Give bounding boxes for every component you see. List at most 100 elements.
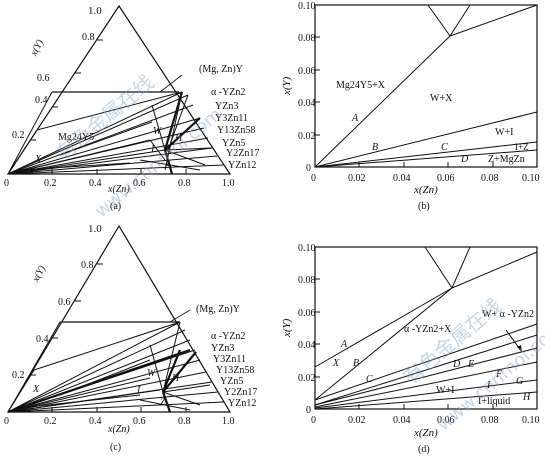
left-tick-0.6-c: 0.6: [58, 297, 71, 308]
line-label-f-d: F: [495, 369, 503, 380]
y-tick-0.02-d: 0.02: [298, 373, 316, 384]
region-i-liquid-d: I+liquid: [478, 396, 510, 407]
bottom-tick-0.2-c: 0.2: [44, 416, 57, 427]
panel-a: 1.0 x(Y) 0.6 0.4 0.2 0.8 0 0.2 0.4 0.6 0…: [4, 4, 259, 212]
bottom-tick-0.6-c: 0.6: [133, 416, 146, 427]
phase-label-i-a: I: [150, 144, 155, 155]
phase-label-y13zn58-c: Y13Zn58: [216, 365, 254, 376]
phase-label-y2zn17-a: Y2Zn17: [226, 148, 259, 159]
line-label-e-d: E: [467, 359, 474, 370]
y-tick-0.04-b: 0.04: [298, 98, 316, 109]
y-tick-0.06-d: 0.06: [298, 308, 316, 319]
x-tick-0-d: 0: [311, 415, 316, 426]
bottom-tick-0.4-c: 0.4: [89, 416, 102, 427]
phase-boundaries-a: [163, 91, 201, 175]
line-label-a-b: A: [351, 113, 359, 124]
plot-frame-b: [314, 4, 538, 168]
y-axis-label-d: x(Y): [281, 318, 293, 338]
phase-label-y13zn58-a: Y13Zn58: [217, 125, 255, 136]
phase-label-yzn2-c: α -YZn2: [211, 331, 245, 342]
phase-label-yzn3-a: YZn3: [215, 101, 238, 112]
x-tick-0.10-d: 0.10: [522, 415, 540, 426]
phase-label-mgzny-c: (Mg, Zn)Y: [196, 304, 240, 315]
phase-label-z-c: Z: [160, 397, 166, 407]
panel-c: 1.0 x(Y) 0.4 0.2 0.6 0.8 0 0.2 0.4 0.6 0…: [4, 223, 257, 453]
x-tick-0-b: 0: [311, 173, 316, 184]
y-tick-0.08-b: 0.08: [298, 33, 316, 44]
bottom-tick-0.4-a: 0.4: [89, 178, 102, 189]
left-tick-0.2-a: 0.2: [12, 130, 25, 141]
bottom-tick-0.8-a: 0.8: [178, 178, 191, 189]
phase-label-h-a: H: [174, 133, 183, 144]
region-w-x-b: W+X: [430, 93, 453, 104]
boundary-lines-d: [314, 246, 538, 410]
y-tick-0-b: 0: [306, 163, 311, 174]
bottom-tick-0.6-a: 0.6: [133, 178, 146, 189]
x-tick-0.08-b: 0.08: [481, 173, 499, 184]
phase-label-yzn12-a: YZn12: [228, 160, 256, 171]
line-label-x-d: X: [332, 358, 340, 369]
region-mg24y5-x-b: Mg24Y5+X: [336, 80, 386, 91]
region-yzn2-x-d: α -YZn2+X: [404, 324, 452, 335]
region-i-z-b: I+Z: [515, 142, 529, 152]
phase-label-y3zn11-a: Y3Zn11: [215, 113, 248, 124]
x-tick-0.06-d: 0.06: [437, 415, 455, 426]
phase-label-yzn5-c: YZn5: [220, 376, 243, 387]
apex-label-a: 1.0: [88, 5, 102, 17]
ticks-b: [315, 36, 494, 167]
phase-label-w-c: W: [147, 368, 157, 379]
region-w-i-d: W+I: [436, 385, 454, 396]
x-tick-0.02-b: 0.02: [348, 173, 366, 184]
plot-frame-d: [314, 246, 538, 410]
region-z-mgzn-b: Z+MgZn: [488, 154, 525, 165]
region-w-yzn2-d: W+ α -YZn2: [482, 309, 534, 320]
bottom-tick-0.8-c: 0.8: [178, 416, 191, 427]
y-tick-0.08-d: 0.08: [298, 275, 316, 286]
caption-c: (c): [110, 442, 121, 453]
phase-boundaries-c: [7, 348, 197, 414]
phase-label-i-c: I: [136, 385, 141, 396]
bottom-tick-0.2-a: 0.2: [44, 178, 57, 189]
y-tick-0.02-b: 0.02: [298, 131, 316, 142]
x-tick-0.06-b: 0.06: [437, 173, 455, 184]
apex-label-c: 1.0: [88, 223, 102, 235]
bottom-tick-1.0-c: 1.0: [222, 416, 235, 427]
phase-label-z-a: Z: [166, 158, 172, 168]
line-label-b-b: B: [372, 142, 378, 153]
region-w-i-b: W+I: [495, 127, 513, 138]
x-axis-label-b: x(Zn): [413, 184, 438, 196]
panel-d: 0.10 0.08 0.06 0.04 0.02 0 x(Y) 0 0.02 0…: [281, 243, 540, 455]
phase-label-x-c: X: [32, 384, 40, 395]
phase-label-mgzny-a: (Mg, Zn)Y: [199, 64, 243, 75]
caption-a: (a): [110, 201, 121, 212]
x-tick-0.04-d: 0.04: [393, 415, 411, 426]
y-tick-0.10-d: 0.10: [298, 243, 316, 254]
ternary-frame-a: [6, 4, 232, 175]
x-axis-label-a: x(Zn): [107, 184, 130, 195]
phase-label-yzn2-a: α -YZn2: [211, 87, 245, 98]
bottom-tick-0-a: 0: [4, 178, 9, 189]
panel-b: 0.10 0.08 0.06 0.04 0.02 0 x(Y) 0 0.02 0…: [281, 1, 540, 212]
line-label-c-d: C: [366, 374, 373, 385]
phase-label-yzn5-a: YZn5: [222, 138, 245, 149]
ticks-d: [315, 278, 494, 409]
line-label-d-b: D: [460, 154, 469, 165]
phase-label-mg24y5-a: Mg24Y5: [58, 132, 94, 143]
phase-label-yzn3-c: YZn3: [211, 343, 234, 354]
left-tick-0.2-c: 0.2: [12, 370, 25, 381]
x-tick-0.08-d: 0.08: [481, 415, 499, 426]
x-tick-0.02-d: 0.02: [348, 415, 366, 426]
phase-label-w-a: W: [153, 126, 163, 137]
phase-label-x-a: X: [34, 154, 42, 165]
phase-label-h-c: H: [171, 373, 180, 384]
phase-label-y3zn11-c: Y3Zn11: [213, 354, 246, 365]
left-tick-0.8-a: 0.8: [82, 32, 95, 43]
boundary-lines-b: [314, 4, 538, 168]
x-axis-label-c: x(Zn): [107, 424, 130, 435]
line-label-g-d: G: [516, 376, 523, 387]
y-tick-0.10-b: 0.10: [298, 1, 316, 12]
x-axis-label-d: x(Zn): [413, 427, 438, 439]
line-label-h-d: H: [522, 392, 531, 403]
phase-label-y2zn17-c: Y2Zn17: [224, 387, 257, 398]
